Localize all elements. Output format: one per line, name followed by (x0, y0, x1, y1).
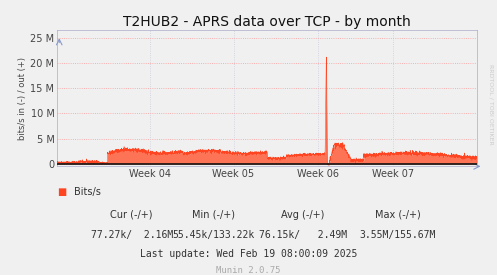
Text: 55.45k/133.22k: 55.45k/133.22k (172, 230, 255, 240)
Text: Munin 2.0.75: Munin 2.0.75 (216, 266, 281, 274)
Text: ■: ■ (57, 188, 67, 197)
Text: Last update: Wed Feb 19 08:00:09 2025: Last update: Wed Feb 19 08:00:09 2025 (140, 249, 357, 259)
Text: RRDTOOL / TOBI OETIKER: RRDTOOL / TOBI OETIKER (488, 64, 493, 145)
Title: T2HUB2 - APRS data over TCP - by month: T2HUB2 - APRS data over TCP - by month (123, 15, 411, 29)
Text: Max (-/+): Max (-/+) (375, 210, 420, 219)
Text: Min (-/+): Min (-/+) (192, 210, 235, 219)
Y-axis label: bits/s in (-) / out (+): bits/s in (-) / out (+) (18, 57, 27, 140)
Text: Cur (-/+): Cur (-/+) (110, 210, 153, 219)
Text: 76.15k/   2.49M: 76.15k/ 2.49M (259, 230, 347, 240)
Text: Avg (-/+): Avg (-/+) (281, 210, 325, 219)
Text: 77.27k/  2.16M: 77.27k/ 2.16M (90, 230, 173, 240)
Text: Bits/s: Bits/s (74, 188, 100, 197)
Text: 3.55M/155.67M: 3.55M/155.67M (359, 230, 436, 240)
